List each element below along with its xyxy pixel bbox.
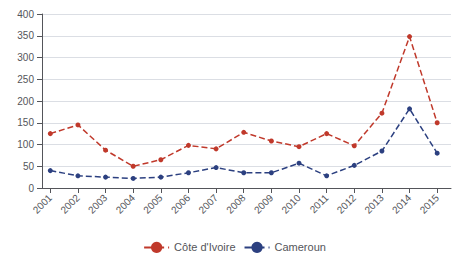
svg-text:2015: 2015 — [418, 192, 442, 216]
svg-text:300: 300 — [17, 52, 34, 63]
svg-text:250: 250 — [17, 74, 34, 85]
svg-text:2014: 2014 — [390, 192, 414, 216]
svg-text:2012: 2012 — [335, 192, 359, 216]
svg-text:2009: 2009 — [252, 192, 276, 216]
svg-text:100: 100 — [17, 139, 34, 150]
svg-text:2002: 2002 — [58, 192, 82, 216]
svg-text:2001: 2001 — [31, 192, 55, 216]
svg-text:2004: 2004 — [114, 192, 138, 216]
svg-text:2010: 2010 — [279, 192, 303, 216]
svg-text:Côte d'Ivoire: Côte d'Ivoire — [174, 241, 235, 253]
svg-text:350: 350 — [17, 30, 34, 41]
svg-text:2013: 2013 — [362, 192, 386, 216]
svg-text:400: 400 — [17, 9, 34, 20]
svg-text:2003: 2003 — [86, 192, 110, 216]
svg-text:2006: 2006 — [169, 192, 193, 216]
svg-text:2011: 2011 — [308, 192, 331, 215]
svg-text:150: 150 — [17, 117, 34, 128]
svg-text:2008: 2008 — [224, 192, 248, 216]
svg-text:2005: 2005 — [141, 192, 165, 216]
svg-text:50: 50 — [23, 161, 35, 172]
svg-text:2007: 2007 — [197, 192, 221, 216]
svg-text:0: 0 — [28, 183, 34, 194]
svg-text:Cameroun: Cameroun — [275, 241, 326, 253]
svg-text:200: 200 — [17, 96, 34, 107]
